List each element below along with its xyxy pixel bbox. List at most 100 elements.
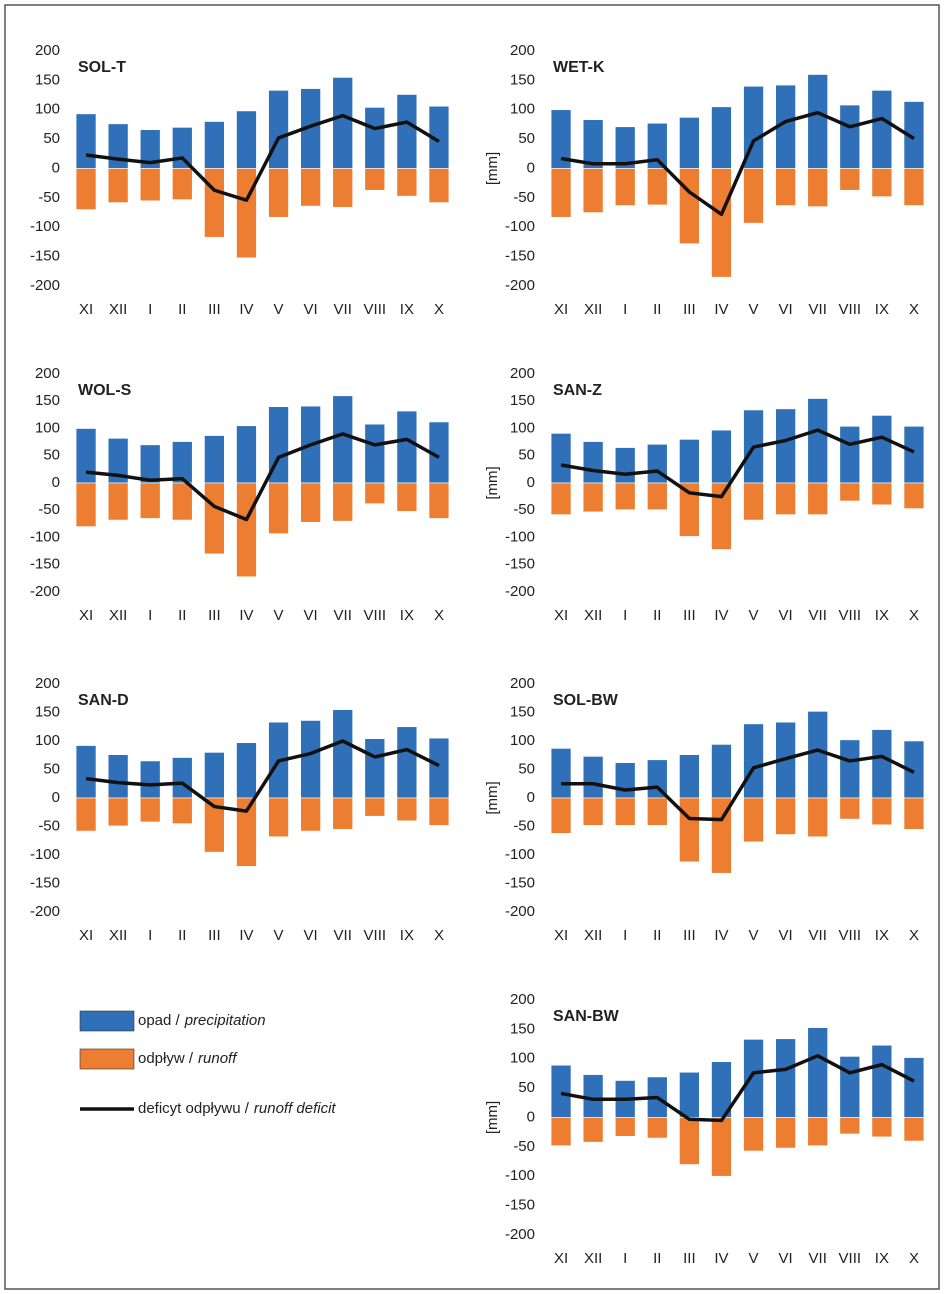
y-tick-label: -150 [30,248,60,265]
y-tick-label: 50 [518,760,535,777]
x-tick-label: XII [584,607,602,624]
y-tick-label: 150 [510,703,535,720]
bar [107,482,129,521]
x-tick-label: X [909,1250,919,1267]
y-tick-label: 50 [518,447,535,464]
x-tick-label: VII [334,927,352,944]
y-tick-label: -100 [505,218,535,235]
x-tick-label: VII [809,1250,827,1267]
chart-title: SAN-Z [553,382,602,399]
bar [236,425,257,484]
y-tick-label: -100 [505,528,535,545]
bar [550,168,572,218]
bar [236,110,257,169]
x-tick-label: XII [109,607,127,624]
y-tick-label: -50 [513,189,535,206]
bar [550,797,572,834]
x-tick-label: VI [779,1250,793,1267]
bar [743,482,764,521]
x-tick-label: VIII [364,927,387,944]
x-tick-label: VII [809,607,827,624]
y-tick-label: -150 [505,1197,535,1214]
bar [775,797,796,835]
bar [711,797,732,874]
bar [839,482,861,502]
bar [75,113,97,169]
chart-title: WET-K [553,59,605,76]
x-tick-label: X [909,607,919,624]
x-tick-label: X [434,927,444,944]
y-tick-label: 200 [35,365,60,382]
bar [396,94,418,169]
bar [332,709,353,799]
bar [743,1117,764,1152]
bar [172,168,193,200]
y-tick-label: -50 [513,1138,535,1155]
legend-label: opad / precipitation [138,1012,266,1029]
x-tick-label: IX [400,607,414,624]
bar [396,410,418,484]
bar [332,168,353,208]
bar [807,74,828,169]
deficit-line [560,110,915,217]
bar [172,127,193,169]
bar [107,168,129,203]
bar [268,482,289,534]
bar [550,748,572,799]
bar [711,429,732,484]
y-tick-label: -50 [38,501,60,518]
bar [332,77,353,169]
x-tick-label: VIII [839,607,862,624]
x-tick-label: VII [334,607,352,624]
bar [204,121,225,169]
x-tick-label: I [623,301,627,318]
x-tick-label: V [749,607,759,624]
bar [903,1117,925,1142]
bar [204,752,225,799]
bar [172,757,193,799]
bar [807,711,828,799]
y-tick-label: -200 [505,1226,535,1243]
x-tick-label: IX [400,927,414,944]
y-tick-label: 0 [52,474,60,491]
legend-text: deficyt odpływu / [138,1100,250,1117]
bar [300,168,321,207]
bar [679,754,700,799]
x-tick-label: II [178,301,186,318]
y-tick-label: -100 [505,1167,535,1184]
bar [775,1117,796,1149]
bar [647,168,668,206]
bar [647,797,668,826]
y-tick-label: -150 [505,248,535,265]
bar [268,797,289,838]
legend-label: deficyt odpływu / runoff deficit [138,1100,336,1117]
x-tick-label: VI [304,301,318,318]
x-tick-label: X [909,927,919,944]
bar [711,1117,732,1177]
legend-swatch [79,1048,135,1070]
x-tick-label: XI [554,927,568,944]
x-tick-label: III [683,607,696,624]
bar [139,168,161,202]
x-tick-label: I [623,1250,627,1267]
x-tick-label: III [683,301,696,318]
x-tick-label: III [208,301,221,318]
bar [775,168,796,206]
y-tick-label: 200 [35,42,60,59]
y-tick-label: 50 [43,130,60,147]
chart-title: SAN-BW [553,1008,620,1025]
bar [807,797,828,838]
legend-text: odpływ / [138,1050,194,1067]
bar [428,168,450,203]
legend-text-en: precipitation [184,1012,266,1029]
y-tick-label: 100 [510,1050,535,1067]
y-tick-label: 150 [510,392,535,409]
bar [396,797,418,822]
bar [204,435,225,484]
y-axis-label: [mm] [484,781,501,814]
bar [903,168,925,206]
bar [75,745,97,799]
y-tick-label: 0 [527,789,535,806]
x-tick-label: VI [779,927,793,944]
bar [364,738,386,799]
